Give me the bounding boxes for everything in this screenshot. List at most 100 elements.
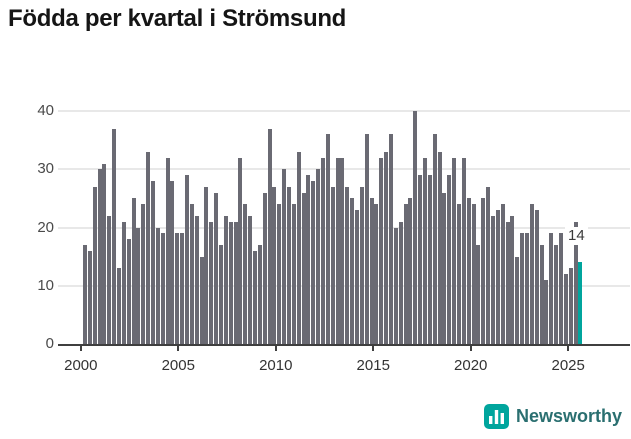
bar-2022-Q3[interactable] — [520, 233, 525, 344]
bar-2016-Q4[interactable] — [408, 198, 413, 344]
bar-2004-Q3[interactable] — [170, 180, 175, 344]
bar-2022-Q2[interactable] — [515, 256, 520, 344]
bar-2009-Q2[interactable] — [262, 192, 267, 344]
bar-2020-Q4[interactable] — [486, 186, 491, 344]
bar-2000-Q2[interactable] — [87, 250, 92, 344]
bar-2002-Q1[interactable] — [121, 221, 126, 344]
bar-2006-Q2[interactable] — [204, 186, 209, 344]
bar-2001-Q3[interactable] — [112, 128, 117, 344]
bar-2007-Q3[interactable] — [228, 221, 233, 344]
bar-2014-Q3[interactable] — [364, 134, 369, 344]
bar-2006-Q3[interactable] — [209, 221, 214, 344]
bar-2000-Q4[interactable] — [97, 169, 102, 344]
bar-2012-Q2[interactable] — [321, 157, 326, 344]
bar-2011-Q2[interactable] — [301, 192, 306, 344]
bar-2010-Q2[interactable] — [282, 169, 287, 344]
bar-2019-Q4[interactable] — [466, 198, 471, 344]
bar-2018-Q3[interactable] — [442, 192, 447, 344]
bar-2017-Q1[interactable] — [413, 111, 418, 344]
brand-footer[interactable]: Newsworthy — [483, 404, 622, 429]
bar-2007-Q4[interactable] — [233, 221, 238, 344]
bar-2014-Q2[interactable] — [359, 186, 364, 344]
bar-2021-Q3[interactable] — [500, 204, 505, 344]
bar-2014-Q1[interactable] — [355, 210, 360, 344]
bar-2012-Q1[interactable] — [316, 169, 321, 344]
bar-2021-Q2[interactable] — [495, 210, 500, 344]
bar-2005-Q1[interactable] — [180, 233, 185, 344]
bar-2006-Q4[interactable] — [214, 192, 219, 344]
bar-2025-Q1[interactable] — [568, 268, 573, 344]
bar-2001-Q2[interactable] — [107, 215, 112, 344]
bar-2003-Q4[interactable] — [155, 227, 160, 344]
bar-2020-Q2[interactable] — [476, 245, 481, 344]
bar-2005-Q2[interactable] — [185, 175, 189, 344]
bar-2024-Q3[interactable] — [559, 233, 564, 344]
bar-2015-Q3[interactable] — [384, 151, 389, 344]
bar-2013-Q4[interactable] — [350, 198, 355, 344]
bar-2012-Q3[interactable] — [325, 134, 330, 344]
bar-2023-Q2[interactable] — [534, 210, 539, 344]
bar-2001-Q1[interactable] — [102, 163, 107, 344]
bar-2010-Q4[interactable] — [291, 204, 296, 344]
bar-2000-Q1[interactable] — [83, 245, 87, 344]
bar-2020-Q3[interactable] — [481, 198, 486, 344]
bar-2006-Q1[interactable] — [199, 256, 204, 344]
bar-2007-Q2[interactable] — [223, 215, 228, 344]
bar-2016-Q1[interactable] — [393, 227, 398, 344]
bar-2017-Q2[interactable] — [418, 175, 423, 344]
bar-2013-Q2[interactable] — [340, 157, 345, 344]
bar-2008-Q2[interactable] — [243, 204, 248, 344]
bar-2013-Q3[interactable] — [345, 186, 350, 344]
bar-2003-Q1[interactable] — [141, 204, 146, 344]
bar-2023-Q3[interactable] — [539, 245, 544, 344]
bar-2010-Q3[interactable] — [287, 186, 292, 344]
bar-2009-Q1[interactable] — [257, 245, 262, 344]
bar-2003-Q3[interactable] — [151, 180, 155, 344]
bar-2015-Q4[interactable] — [389, 134, 394, 344]
bar-2007-Q1[interactable] — [219, 245, 223, 344]
bar-2019-Q1[interactable] — [452, 157, 457, 344]
bar-2009-Q4[interactable] — [272, 186, 277, 344]
bar-2017-Q4[interactable] — [427, 175, 432, 344]
bar-2022-Q4[interactable] — [525, 233, 530, 344]
bar-2011-Q1[interactable] — [296, 151, 301, 344]
bar-2009-Q3[interactable] — [267, 128, 272, 344]
bar-2003-Q2[interactable] — [146, 151, 151, 344]
bar-2004-Q4[interactable] — [175, 233, 180, 344]
bar-2011-Q4[interactable] — [311, 180, 316, 344]
bar-2015-Q1[interactable] — [374, 204, 379, 344]
bar-2018-Q2[interactable] — [437, 151, 442, 344]
bar-2005-Q3[interactable] — [189, 204, 194, 344]
bar-2018-Q4[interactable] — [447, 175, 452, 344]
bar-2016-Q2[interactable] — [398, 221, 403, 344]
bar-2008-Q1[interactable] — [238, 157, 243, 344]
bar-2014-Q4[interactable] — [369, 198, 374, 344]
bar-2004-Q2[interactable] — [165, 157, 170, 344]
bar-2012-Q4[interactable] — [330, 186, 335, 344]
bar-2021-Q1[interactable] — [491, 215, 496, 344]
bar-2005-Q4[interactable] — [194, 215, 199, 344]
bar-2018-Q1[interactable] — [432, 134, 437, 344]
bar-2002-Q4[interactable] — [136, 227, 141, 344]
bar-2004-Q1[interactable] — [160, 233, 165, 344]
bar-2023-Q1[interactable] — [529, 204, 534, 344]
bar-2008-Q3[interactable] — [248, 215, 253, 344]
bar-2002-Q2[interactable] — [126, 239, 131, 344]
bar-2022-Q1[interactable] — [510, 215, 515, 344]
bar-2017-Q3[interactable] — [423, 157, 428, 344]
bar-2008-Q4[interactable] — [253, 250, 258, 344]
bar-2015-Q2[interactable] — [379, 157, 384, 344]
bar-2000-Q3[interactable] — [92, 186, 97, 344]
bar-2013-Q1[interactable] — [335, 157, 340, 344]
bar-2011-Q3[interactable] — [306, 175, 311, 344]
bar-2010-Q1[interactable] — [277, 204, 282, 344]
bar-2023-Q4[interactable] — [544, 279, 549, 344]
bar-2020-Q1[interactable] — [471, 204, 476, 344]
bar-2021-Q4[interactable] — [505, 221, 510, 344]
bar-2001-Q4[interactable] — [117, 268, 121, 344]
bar-2002-Q3[interactable] — [131, 198, 136, 344]
bar-2025-Q2[interactable] — [573, 221, 578, 344]
bar-2024-Q2[interactable] — [554, 245, 559, 344]
bar-2016-Q3[interactable] — [403, 204, 408, 344]
bar-2025-Q3[interactable] — [578, 262, 583, 344]
